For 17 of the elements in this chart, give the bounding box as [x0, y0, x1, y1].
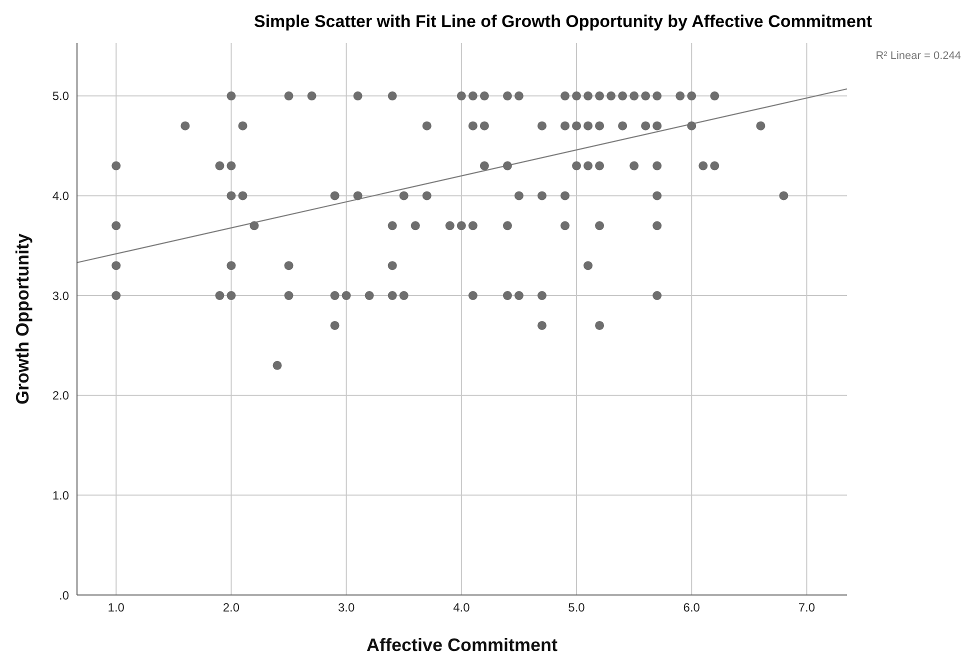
- y-tick-label: 1.0: [52, 488, 70, 502]
- text: R² Linear = 0.244: [876, 50, 961, 62]
- x-tick-label: 7.0: [798, 600, 816, 615]
- y-tick-label: 3.0: [52, 288, 70, 303]
- y-tick-label: 4.0: [52, 188, 70, 203]
- x-axis-title: Affective Commitment: [366, 635, 558, 655]
- x-tick-label: 1.0: [108, 600, 125, 615]
- x-tick-label: 6.0: [683, 600, 700, 615]
- x-tick-label: 4.0: [453, 600, 470, 615]
- x-tick-label: 5.0: [568, 600, 586, 615]
- y-tick-label: 5.0: [52, 89, 70, 104]
- x-tick-label: 3.0: [338, 600, 355, 615]
- x-tick-label: 2.0: [222, 600, 240, 615]
- chart-title: Simple Scatter with Fit Line of Growth Opportunity by Affective Commitment: [252, 12, 874, 32]
- y-tick-label: 2.0: [52, 388, 70, 403]
- y-tick-label: .0: [58, 588, 70, 602]
- y-axis-title: Growth Opportunity: [12, 234, 32, 404]
